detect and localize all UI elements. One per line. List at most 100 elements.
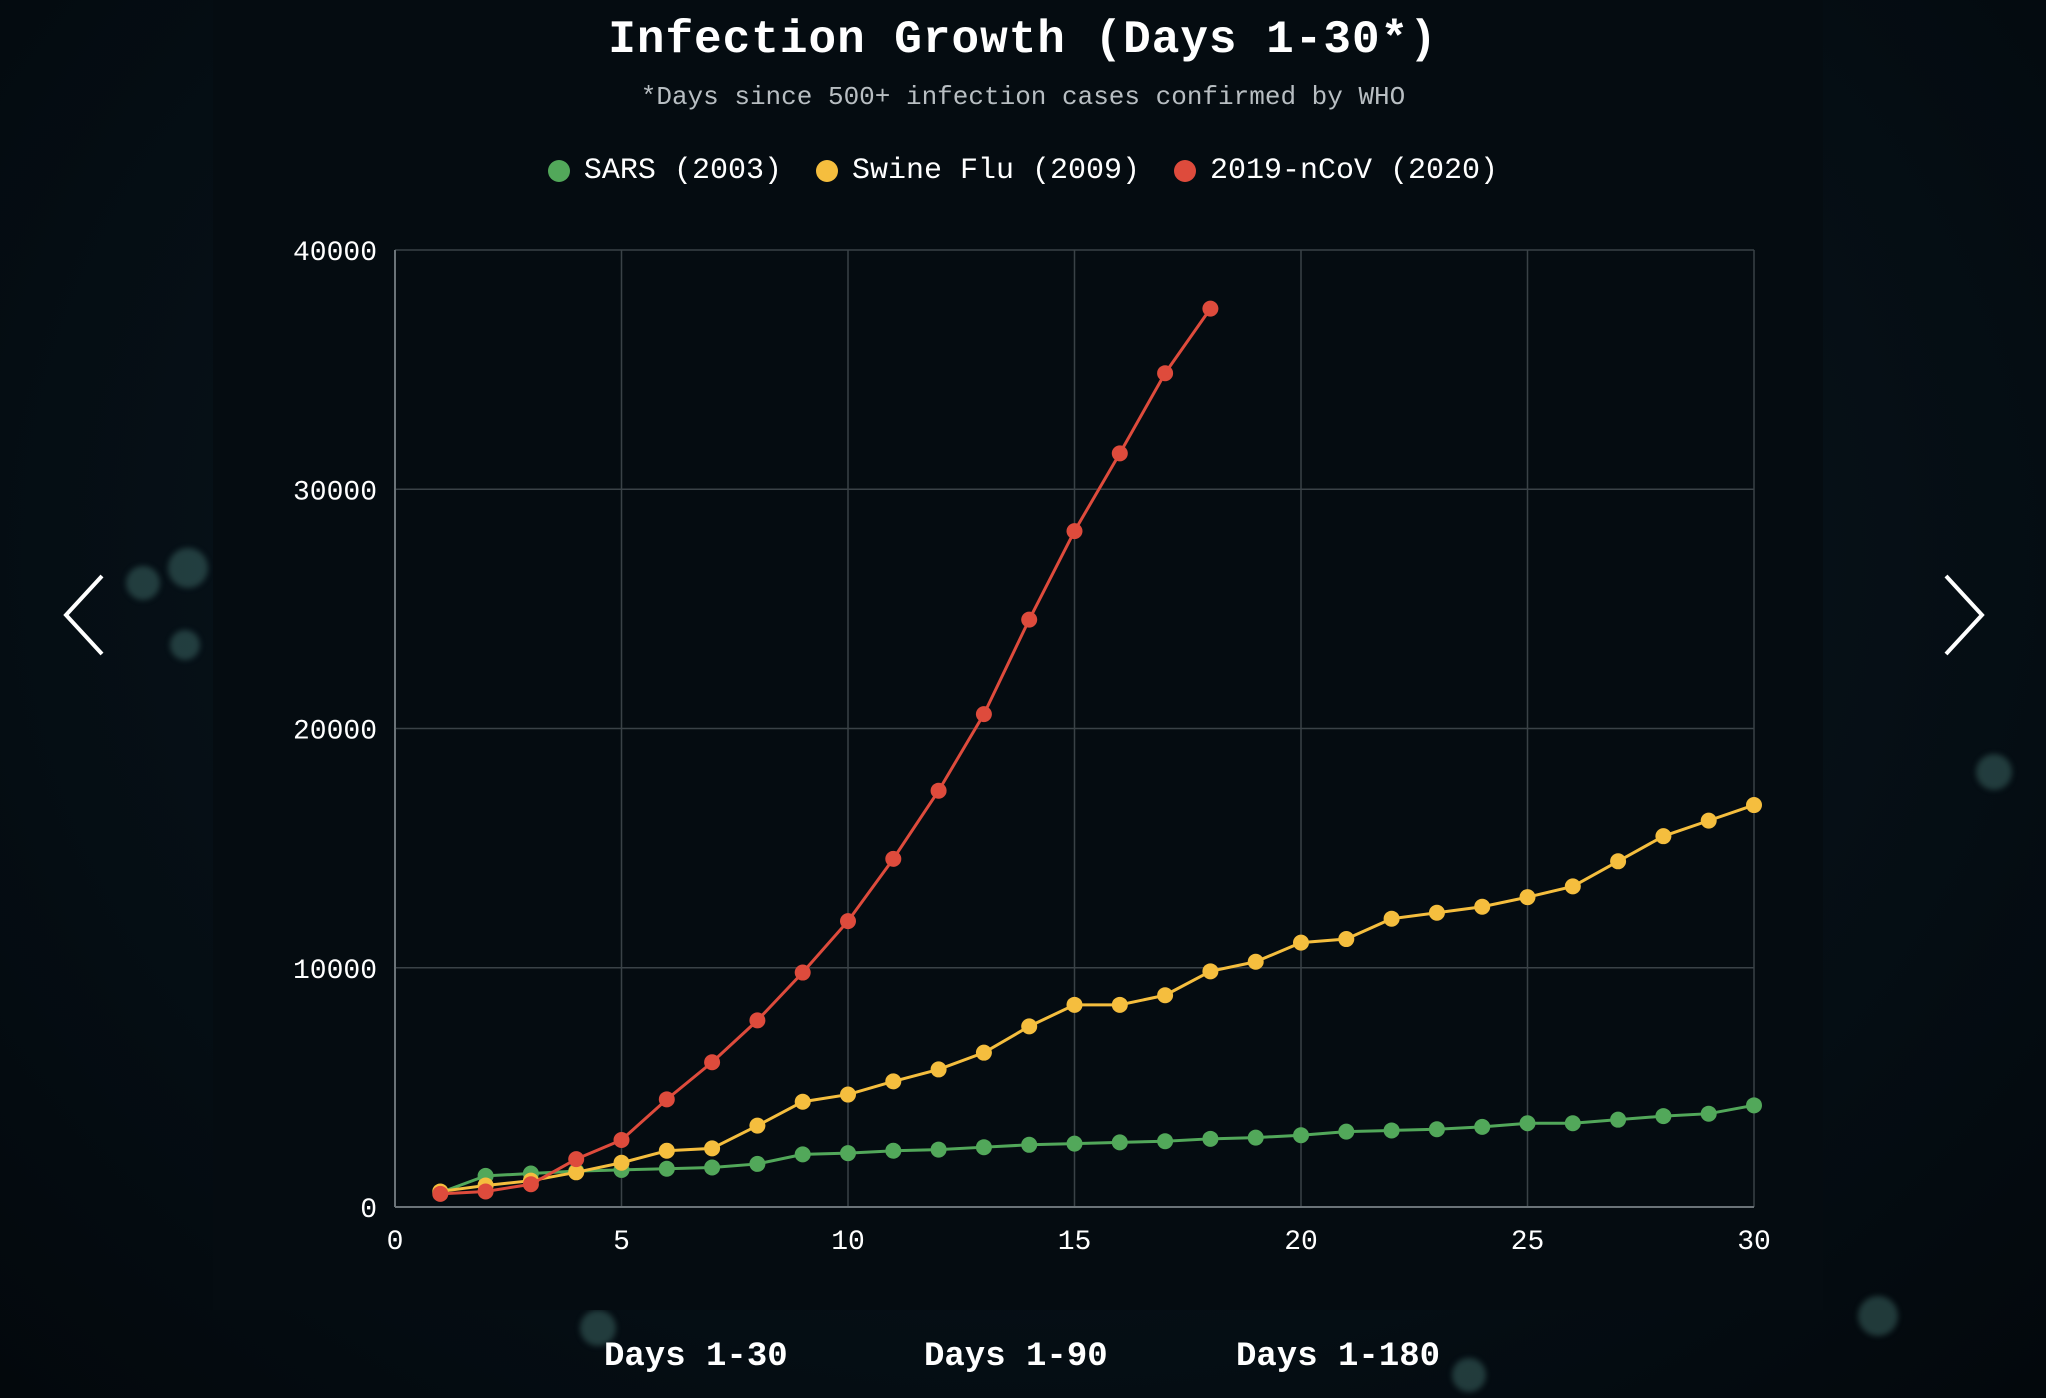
next-arrow-button[interactable] [1936, 570, 1996, 660]
data-point [840, 913, 856, 930]
data-point [930, 782, 947, 799]
data-point [885, 1073, 902, 1090]
data-point [749, 1012, 766, 1029]
data-point [1564, 878, 1581, 895]
data-point [613, 1154, 630, 1171]
line-chart: 0 5 10 15 20 25 30 0 10000 20000 30000 40000 [293, 238, 1771, 1258]
tab-days-1-30[interactable]: Days 1-30 [604, 1338, 788, 1376]
background-bokeh [170, 630, 200, 660]
legend-dot-icon [547, 160, 570, 182]
x-tick-label: 30 [1737, 1227, 1771, 1258]
data-point [1474, 1118, 1491, 1135]
data-point [885, 1142, 902, 1159]
data-point [975, 1044, 992, 1061]
data-point [1157, 987, 1174, 1004]
data-point [1066, 996, 1083, 1013]
data-point [1247, 1129, 1264, 1146]
data-point [1428, 1121, 1445, 1138]
data-point [1157, 1133, 1174, 1150]
tab-days-1-180[interactable]: Days 1-180 [1236, 1338, 1441, 1376]
data-point [568, 1151, 585, 1168]
data-point [1021, 611, 1038, 628]
data-point [1293, 934, 1309, 951]
data-point [704, 1140, 721, 1157]
data-point [1746, 797, 1762, 814]
data-point [1428, 904, 1445, 921]
chart-subtitle: *Days since 500+ infection cases confirm… [640, 82, 1406, 112]
data-point [522, 1176, 539, 1193]
y-tick-label: 0 [360, 1195, 377, 1226]
data-point [975, 1139, 992, 1156]
data-point [704, 1054, 721, 1071]
data-point [749, 1117, 766, 1134]
series-line-0 [439, 1103, 1755, 1195]
data-point [568, 1164, 585, 1181]
background-bokeh [1452, 1358, 1486, 1392]
background-bokeh [1858, 1296, 1898, 1336]
data-point [1564, 1115, 1581, 1132]
data-point [1383, 910, 1400, 927]
chart-title: Infection Growth (Days 1-30*) [608, 14, 1438, 66]
data-point [840, 1145, 856, 1162]
data-point [1247, 953, 1264, 970]
data-point [1202, 1130, 1219, 1147]
data-point [1383, 1122, 1400, 1139]
x-tick-label: 20 [1284, 1227, 1318, 1258]
data-point [1293, 1127, 1309, 1144]
data-point [1655, 1108, 1672, 1125]
data-point [1111, 1134, 1128, 1151]
legend-item[interactable]: Swine Flu (2009) [815, 154, 1141, 188]
data-point [749, 1155, 766, 1172]
legend-label: Swine Flu (2009) [851, 154, 1141, 188]
x-tick-label: 10 [831, 1227, 865, 1258]
data-point [1202, 963, 1219, 980]
data-point [1202, 300, 1219, 317]
chart-panel [213, 0, 1823, 1310]
data-point [1610, 1111, 1627, 1128]
data-point [1157, 365, 1174, 382]
data-point [1338, 1123, 1355, 1140]
series-line-2 [440, 307, 1212, 1196]
data-point [1111, 996, 1128, 1013]
data-point [704, 1159, 721, 1176]
chevron-right-icon [1944, 574, 1985, 656]
y-tick-label: 30000 [293, 477, 377, 508]
data-point [1474, 898, 1491, 915]
data-point [1610, 853, 1627, 870]
data-point [432, 1185, 449, 1202]
x-tick-label: 25 [1511, 1227, 1545, 1258]
legend-label: SARS (2003) [583, 154, 782, 188]
legend-item[interactable]: 2019-nCoV (2020) [1174, 154, 1498, 188]
data-point [658, 1142, 675, 1159]
data-point [975, 706, 992, 723]
data-point [658, 1091, 675, 1108]
data-point [1519, 889, 1536, 906]
tab-days-1-90[interactable]: Days 1-90 [924, 1338, 1108, 1376]
data-point [613, 1132, 630, 1149]
data-point [1338, 931, 1355, 948]
data-point [885, 850, 902, 867]
legend-item[interactable]: SARS (2003) [547, 154, 782, 188]
data-point [1021, 1136, 1038, 1153]
data-point [794, 1146, 811, 1163]
data-point [1111, 445, 1128, 462]
legend-dot-icon [1174, 160, 1197, 182]
legend-label: 2019-nCoV (2020) [1210, 154, 1499, 188]
x-tick-label: 5 [613, 1227, 630, 1258]
background-bokeh [126, 566, 160, 600]
data-point [1746, 1097, 1762, 1114]
data-point [1655, 828, 1672, 845]
x-tick-label: 15 [1058, 1227, 1092, 1258]
data-point [1700, 1105, 1717, 1122]
y-tick-label: 20000 [293, 717, 377, 748]
prev-arrow-button[interactable] [58, 570, 118, 660]
data-point [930, 1061, 947, 1078]
background-bokeh [1976, 754, 2012, 790]
background-bokeh [168, 548, 208, 588]
chart-legend: SARS (2003) Swine Flu (2009) 2019-nCoV (20… [0, 154, 2046, 188]
chevron-left-icon [63, 574, 104, 656]
data-point [930, 1141, 947, 1158]
data-point [658, 1160, 675, 1177]
data-point [1066, 1135, 1083, 1152]
x-tick-label: 0 [387, 1227, 404, 1258]
